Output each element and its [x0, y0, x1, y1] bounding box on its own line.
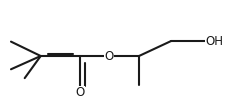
Text: O: O: [104, 50, 113, 62]
Text: OH: OH: [204, 35, 222, 48]
Text: O: O: [75, 86, 84, 99]
